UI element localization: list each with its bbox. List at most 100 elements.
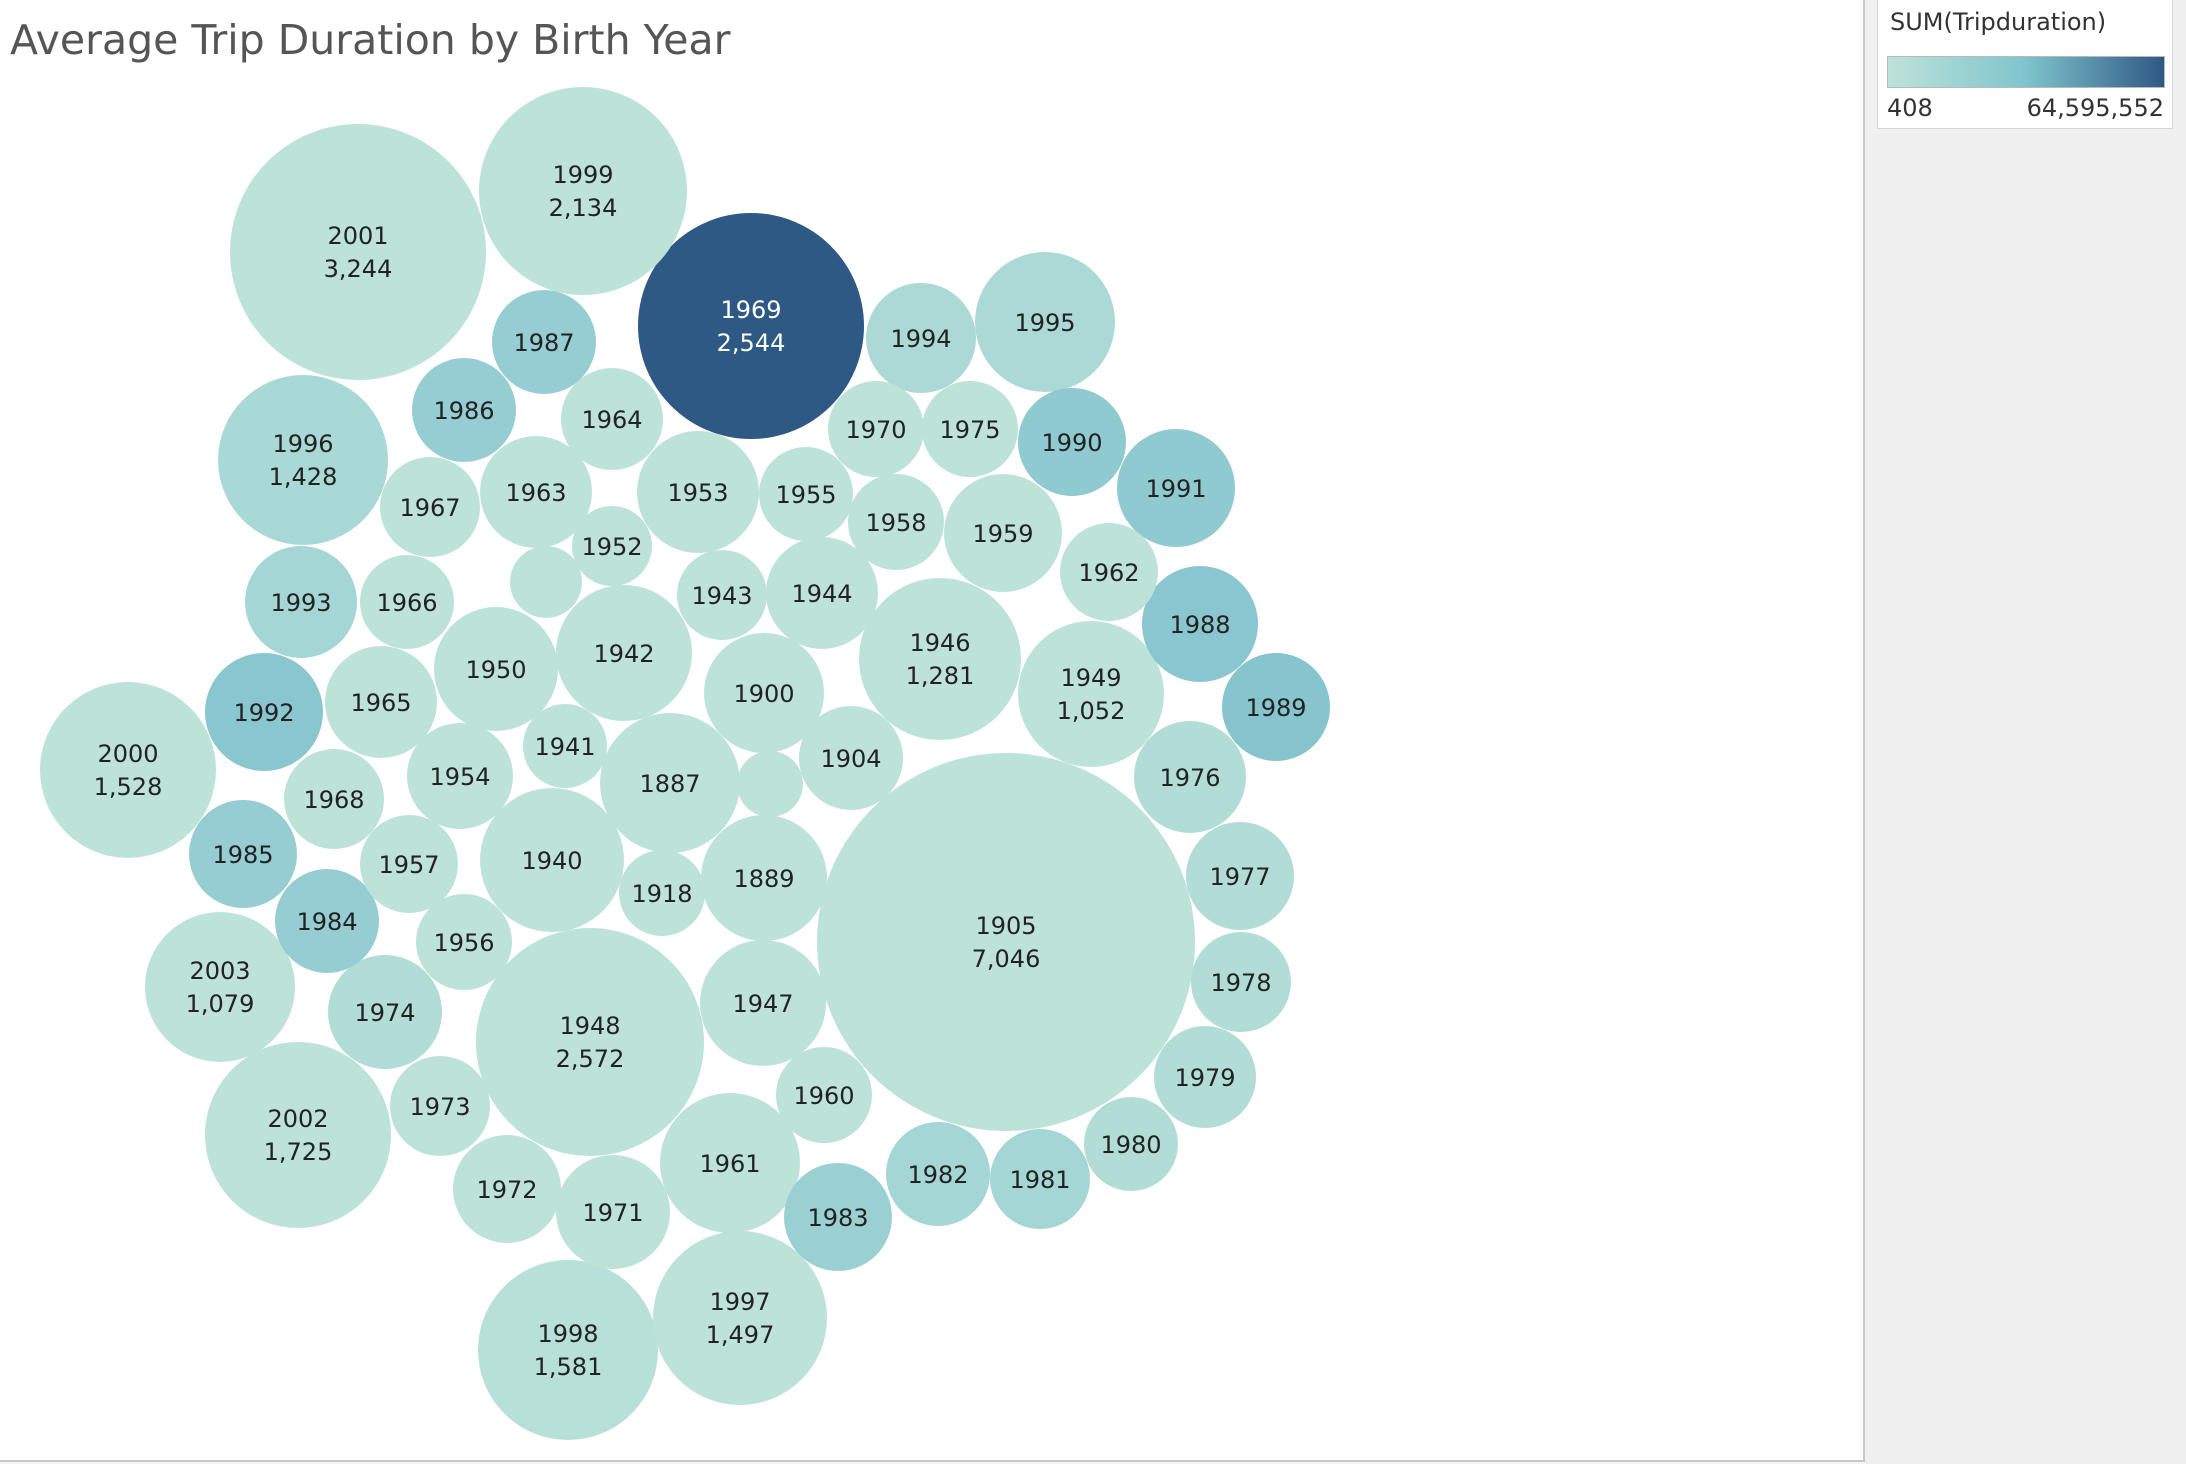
- bubble-1984[interactable]: 1984: [275, 869, 379, 973]
- bubble-circle[interactable]: [453, 1135, 561, 1243]
- bubble-circle[interactable]: [572, 506, 652, 586]
- bubble-1952[interactable]: 1952: [572, 506, 652, 586]
- bubble-circle[interactable]: [360, 815, 458, 913]
- bubble-circle[interactable]: [434, 607, 558, 731]
- bubble-circle[interactable]: [1134, 721, 1246, 833]
- bubble-1999[interactable]: 1999 2,134: [479, 87, 687, 295]
- bubble-circle[interactable]: [245, 546, 357, 658]
- bubble-circle[interactable]: [600, 713, 740, 853]
- bubble-circle[interactable]: [619, 850, 705, 936]
- bubble-1983[interactable]: 1983: [784, 1163, 892, 1271]
- bubble-2000[interactable]: 2000 1,528: [40, 682, 216, 858]
- bubble-1964[interactable]: 1964: [561, 368, 663, 470]
- bubble-circle[interactable]: [776, 1047, 872, 1143]
- bubble-circle[interactable]: [205, 653, 323, 771]
- bubble-1959[interactable]: 1959: [944, 474, 1062, 592]
- bubble-circle[interactable]: [886, 1122, 990, 1226]
- bubble-1918[interactable]: 1918: [619, 850, 705, 936]
- bubble-circle[interactable]: [859, 578, 1021, 740]
- bubble-1986[interactable]: 1986: [412, 358, 516, 462]
- bubble-1991[interactable]: 1991: [1117, 429, 1235, 547]
- bubble-circle[interactable]: [766, 537, 878, 649]
- bubble-1967[interactable]: 1967: [380, 457, 480, 557]
- bubble-circle[interactable]: [1154, 1026, 1256, 1128]
- bubble-1998[interactable]: 1998 1,581: [478, 1260, 658, 1440]
- bubble-circle[interactable]: [205, 1042, 391, 1228]
- bubble-1987[interactable]: 1987: [492, 290, 596, 394]
- bubble-1955[interactable]: 1955: [759, 447, 853, 541]
- bubble-circle[interactable]: [328, 955, 442, 1069]
- bubble-circle[interactable]: [492, 290, 596, 394]
- bubble-1975[interactable]: 1975: [922, 381, 1018, 477]
- bubble-1990[interactable]: 1990: [1018, 388, 1126, 496]
- bubble-circle[interactable]: [1222, 653, 1330, 761]
- bubble-circle[interactable]: [817, 753, 1195, 1131]
- bubble-unlabeled-69[interactable]: [737, 751, 803, 817]
- bubble-circle[interactable]: [284, 749, 384, 849]
- bubble-1962[interactable]: 1962: [1060, 523, 1158, 621]
- bubble-1953[interactable]: 1953: [637, 431, 759, 553]
- bubble-circle[interactable]: [1060, 523, 1158, 621]
- bubble-1976[interactable]: 1976: [1134, 721, 1246, 833]
- bubble-1994[interactable]: 1994: [866, 283, 976, 393]
- bubble-circle[interactable]: [1142, 566, 1258, 682]
- bubble-circle[interactable]: [145, 912, 295, 1062]
- bubble-1946[interactable]: 1946 1,281: [859, 578, 1021, 740]
- bubble-1904[interactable]: 1904: [799, 706, 903, 810]
- bubble-1978[interactable]: 1978: [1191, 932, 1291, 1032]
- bubble-circle[interactable]: [637, 431, 759, 553]
- bubble-circle[interactable]: [478, 1260, 658, 1440]
- bubble-circle[interactable]: [407, 723, 513, 829]
- bubble-1972[interactable]: 1972: [453, 1135, 561, 1243]
- bubble-1960[interactable]: 1960: [776, 1047, 872, 1143]
- bubble-circle[interactable]: [1191, 932, 1291, 1032]
- bubble-1944[interactable]: 1944: [766, 537, 878, 649]
- bubble-1905[interactable]: 1905 7,046: [817, 753, 1195, 1131]
- bubble-circle[interactable]: [523, 704, 607, 788]
- bubble-circle[interactable]: [638, 213, 864, 439]
- bubble-circle[interactable]: [677, 550, 767, 640]
- bubble-circle[interactable]: [784, 1163, 892, 1271]
- bubble-2002[interactable]: 2002 1,725: [205, 1042, 391, 1228]
- bubble-1969[interactable]: 1969 2,544: [638, 213, 864, 439]
- bubble-1943[interactable]: 1943: [677, 550, 767, 640]
- bubble-circle[interactable]: [218, 375, 388, 545]
- bubble-1889[interactable]: 1889: [701, 815, 827, 941]
- bubble-circle[interactable]: [922, 381, 1018, 477]
- bubble-circle[interactable]: [230, 124, 486, 380]
- bubble-2001[interactable]: 2001 3,244: [230, 124, 486, 380]
- bubble-circle[interactable]: [480, 436, 592, 548]
- bubble-1956[interactable]: 1956: [416, 894, 512, 990]
- bubble-circle[interactable]: [944, 474, 1062, 592]
- bubble-1961[interactable]: 1961: [660, 1093, 800, 1233]
- bubble-circle[interactable]: [848, 474, 944, 570]
- bubble-circle[interactable]: [479, 87, 687, 295]
- bubble-circle[interactable]: [556, 585, 692, 721]
- bubble-circle[interactable]: [390, 1056, 490, 1156]
- bubble-circle[interactable]: [1117, 429, 1235, 547]
- bubble-1996[interactable]: 1996 1,428: [218, 375, 388, 545]
- bubble-1965[interactable]: 1965: [325, 646, 437, 758]
- bubble-2003[interactable]: 2003 1,079: [145, 912, 295, 1062]
- bubble-circle[interactable]: [476, 928, 704, 1156]
- bubble-circle[interactable]: [1084, 1097, 1178, 1191]
- bubble-1963[interactable]: 1963: [480, 436, 592, 548]
- bubble-1954[interactable]: 1954: [407, 723, 513, 829]
- color-legend[interactable]: SUM(Tripduration) 408 64,595,552: [1877, 0, 2173, 129]
- bubble-1997[interactable]: 1997 1,497: [653, 1231, 827, 1405]
- bubble-circle[interactable]: [510, 546, 582, 618]
- bubble-circle[interactable]: [40, 682, 216, 858]
- bubble-circle[interactable]: [701, 815, 827, 941]
- bubble-1973[interactable]: 1973: [390, 1056, 490, 1156]
- bubble-1941[interactable]: 1941: [523, 704, 607, 788]
- bubble-circle[interactable]: [1018, 621, 1164, 767]
- bubble-1974[interactable]: 1974: [328, 955, 442, 1069]
- bubble-1980[interactable]: 1980: [1084, 1097, 1178, 1191]
- bubble-circle[interactable]: [189, 800, 297, 908]
- bubble-circle[interactable]: [1018, 388, 1126, 496]
- bubble-circle[interactable]: [704, 633, 824, 753]
- bubble-circle[interactable]: [412, 358, 516, 462]
- bubble-circle[interactable]: [990, 1129, 1090, 1229]
- bubble-circle[interactable]: [660, 1093, 800, 1233]
- bubble-1970[interactable]: 1970: [828, 381, 924, 477]
